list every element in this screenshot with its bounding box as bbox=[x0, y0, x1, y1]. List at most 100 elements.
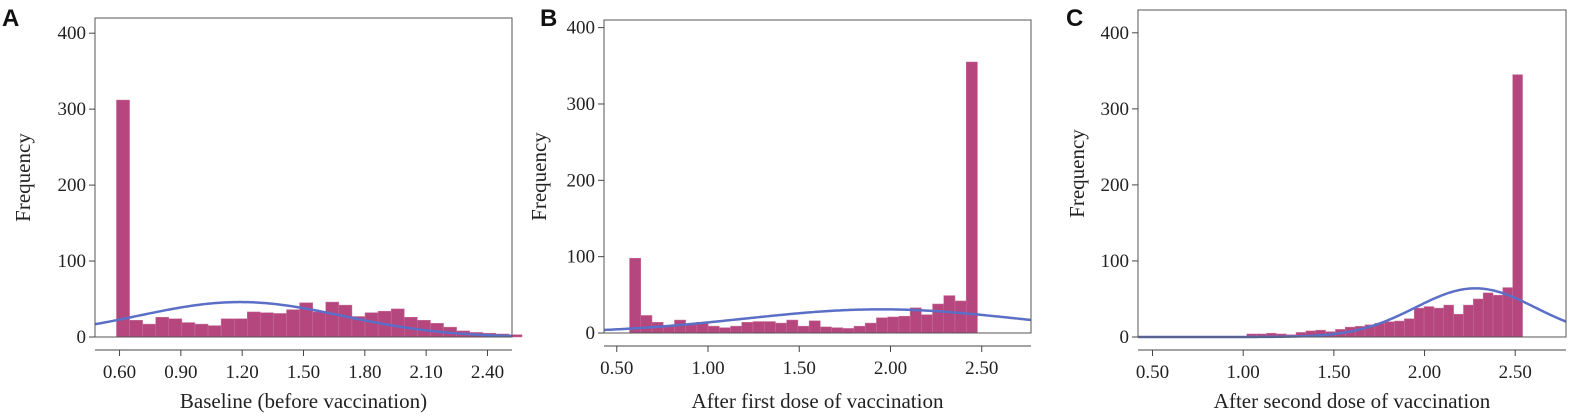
histogram-bar bbox=[364, 312, 379, 338]
histogram-bar bbox=[954, 300, 967, 334]
y-tick-label: 200 bbox=[1101, 175, 1130, 196]
x-tick-label: 1.50 bbox=[1317, 362, 1350, 383]
x-tick-label: 2.10 bbox=[410, 362, 443, 383]
y-tick-label: 300 bbox=[58, 99, 87, 120]
histogram-bar bbox=[1423, 306, 1435, 338]
y-tick-label: 200 bbox=[58, 175, 87, 196]
y-tick-label: 300 bbox=[1101, 99, 1130, 120]
histogram-bar bbox=[1404, 318, 1415, 338]
x-tick-label: 2.00 bbox=[874, 358, 907, 379]
y-tick-label: 200 bbox=[567, 170, 596, 191]
histogram-bar bbox=[763, 321, 776, 334]
y-tick-label: 0 bbox=[1120, 327, 1130, 348]
histogram-bar bbox=[629, 257, 642, 334]
histogram-bar bbox=[853, 325, 866, 334]
y-tick-label: 400 bbox=[1101, 23, 1130, 44]
x-tick-label: 1.00 bbox=[1227, 362, 1260, 383]
plot-frame bbox=[1137, 9, 1567, 338]
histogram-bar bbox=[390, 308, 405, 338]
histogram-bar bbox=[220, 318, 235, 338]
histogram-bar bbox=[142, 323, 156, 338]
histogram-bar bbox=[1453, 313, 1464, 338]
histogram-bar bbox=[786, 319, 799, 334]
y-axis-title: Frequency bbox=[11, 133, 35, 222]
x-tick-label: 2.50 bbox=[1499, 362, 1532, 383]
histogram-bar bbox=[1492, 294, 1504, 338]
plot-frame bbox=[603, 19, 1032, 334]
x-tick-label: 2.00 bbox=[1408, 362, 1441, 383]
histogram-bar bbox=[640, 315, 653, 334]
histogram-bar bbox=[233, 318, 248, 338]
y-tick-label: 100 bbox=[567, 247, 596, 268]
x-tick-label: 0.90 bbox=[164, 362, 197, 383]
histogram-bar bbox=[1394, 320, 1405, 338]
histogram-bar bbox=[312, 311, 327, 338]
y-tick-label: 300 bbox=[567, 94, 596, 115]
y-tick-label: 0 bbox=[586, 323, 596, 344]
panel-a: A 0 100 200 300 400 0.60 0.90 1.20 1.50 1.80 2.10 2.… bbox=[2, 5, 523, 413]
y-tick-label: 400 bbox=[58, 23, 87, 44]
histogram-bar bbox=[820, 326, 832, 334]
x-tick-label: 2.40 bbox=[471, 362, 504, 383]
histogram-bar bbox=[286, 309, 300, 338]
panel-letter: C bbox=[1066, 5, 1083, 32]
histogram-bar bbox=[707, 325, 720, 334]
x-tick-label: 1.80 bbox=[348, 362, 381, 383]
normal-curve bbox=[94, 300, 513, 338]
panel-letter: A bbox=[2, 5, 19, 32]
histogram-bar bbox=[207, 325, 222, 338]
x-tick-label: 1.50 bbox=[783, 358, 816, 379]
histogram-bar bbox=[808, 320, 821, 334]
histogram-bar bbox=[168, 318, 183, 338]
y-tick-label: 0 bbox=[77, 327, 87, 348]
histogram-bar bbox=[1463, 304, 1474, 338]
y-axis-title: Frequency bbox=[1065, 129, 1089, 218]
plot-frame bbox=[94, 17, 513, 338]
panel-b: B 0 100 200 300 400 0.50 1.00 1.50 2.00 2.50 After … bbox=[527, 5, 1032, 413]
histogram-bar bbox=[1482, 292, 1494, 338]
histogram-bar bbox=[181, 322, 196, 338]
x-tick-label: 0.50 bbox=[1136, 362, 1169, 383]
y-tick-label: 100 bbox=[1101, 251, 1130, 272]
histogram-bar bbox=[273, 313, 287, 338]
histogram-bar bbox=[921, 314, 933, 334]
histogram-bar bbox=[831, 327, 844, 334]
histogram-bar bbox=[1413, 307, 1425, 338]
histogram-bar bbox=[129, 320, 143, 338]
normal-curve bbox=[603, 308, 1032, 332]
x-tick-label: 1.20 bbox=[226, 362, 259, 383]
histogram-bar bbox=[775, 322, 787, 334]
histogram-bar bbox=[1384, 321, 1395, 338]
histogram-bar bbox=[797, 325, 810, 334]
y-tick-label: 100 bbox=[58, 251, 87, 272]
x-tick-label: 1.00 bbox=[691, 358, 724, 379]
histogram-bar bbox=[116, 99, 130, 338]
histogram-bar bbox=[842, 328, 855, 334]
histogram-bar bbox=[338, 304, 353, 338]
histogram-bar bbox=[965, 61, 978, 334]
histogram-bar bbox=[932, 303, 945, 334]
panel-letter: B bbox=[540, 5, 557, 32]
histogram-bar bbox=[876, 317, 888, 334]
x-axis-title: After second dose of vaccination bbox=[1214, 389, 1491, 413]
x-tick-label: 0.50 bbox=[600, 358, 633, 379]
histogram-bar bbox=[741, 322, 754, 334]
histogram-bar bbox=[943, 295, 956, 334]
x-tick-label: 1.50 bbox=[287, 362, 320, 383]
histogram-bar bbox=[864, 322, 877, 334]
histogram-bar bbox=[325, 301, 340, 338]
y-axis-title: Frequency bbox=[527, 132, 551, 221]
x-tick-label: 2.50 bbox=[965, 358, 998, 379]
histogram-bar bbox=[730, 325, 743, 334]
x-tick-label: 0.60 bbox=[103, 362, 136, 383]
y-tick-label: 400 bbox=[567, 18, 596, 39]
histogram-bar bbox=[247, 311, 261, 338]
histogram-bar bbox=[887, 316, 900, 334]
histogram-bar bbox=[752, 321, 765, 334]
histogram-bar bbox=[1443, 304, 1454, 338]
histogram-bar bbox=[1473, 298, 1484, 338]
histogram-bar bbox=[1433, 307, 1445, 338]
histogram-bar bbox=[909, 307, 922, 334]
histogram-bar bbox=[155, 317, 170, 338]
x-axis-title: Baseline (before vaccination) bbox=[180, 389, 427, 413]
